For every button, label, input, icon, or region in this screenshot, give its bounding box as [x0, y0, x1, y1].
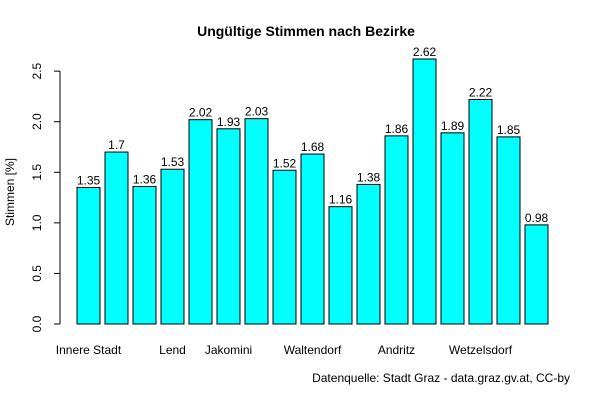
data-label: 2.02 [189, 106, 213, 120]
data-label: 1.53 [161, 155, 185, 169]
x-tick-label: Wetzelsdorf [449, 343, 513, 357]
y-tick-label: 2.5 [30, 62, 44, 79]
bar [216, 128, 241, 325]
data-label: 1.89 [441, 119, 465, 133]
bar [356, 183, 381, 325]
data-label: 1.68 [301, 140, 325, 154]
data-label: 2.03 [245, 105, 269, 119]
bar [440, 132, 465, 325]
bar [300, 153, 325, 325]
bar [76, 186, 101, 325]
y-tick-label: 0.0 [30, 315, 44, 332]
bar [132, 185, 157, 325]
y-tick-label: 2.0 [30, 113, 44, 130]
y-axis-label: Stimmen [%] [3, 158, 17, 226]
data-label: 1.35 [77, 173, 101, 187]
bar [328, 206, 353, 325]
source-note: Datenquelle: Stadt Graz - data.graz.gv.a… [312, 371, 570, 385]
bar [272, 169, 297, 325]
x-tick-label: Innere Stadt [56, 343, 122, 357]
data-label: 1.36 [133, 172, 157, 186]
data-label: 2.22 [469, 85, 493, 99]
bar [524, 224, 549, 325]
bars-group [76, 58, 549, 325]
bar [468, 98, 493, 325]
x-tick-label: Andritz [378, 343, 415, 357]
data-label: 1.52 [273, 156, 297, 170]
bar [496, 136, 521, 325]
data-label: 1.16 [329, 193, 353, 207]
data-label: 1.85 [497, 123, 521, 137]
data-label: 0.98 [525, 211, 549, 225]
data-label: 1.93 [217, 115, 241, 129]
y-axis: 0.0 0.5 1.0 1.5 2.0 2.5 [30, 62, 61, 332]
x-tick-labels-group: Innere Stadt Lend Jakomini Waltendorf Andrit… [56, 343, 513, 357]
x-tick-label: Jakomini [205, 343, 252, 357]
bar [160, 168, 185, 325]
y-tick-label: 0.5 [30, 265, 44, 282]
data-label: 1.86 [385, 122, 409, 136]
bar [384, 135, 409, 325]
bar [412, 58, 437, 325]
data-label: 1.38 [357, 170, 381, 184]
data-label: 2.62 [413, 45, 437, 59]
x-tick-label: Waltendorf [284, 343, 342, 357]
data-label: 1.7 [108, 138, 125, 152]
bar [244, 118, 269, 325]
x-tick-label: Lend [159, 343, 186, 357]
data-labels-group: 1.35 1.7 1.36 1.53 2.02 1.93 2.03 1.52 1.68 1.16 1… [77, 45, 549, 225]
bar [188, 119, 213, 325]
y-tick-label: 1.0 [30, 214, 44, 231]
chart-title: Ungültige Stimmen nach Bezirke [197, 23, 415, 39]
bar [104, 151, 129, 325]
y-tick-label: 1.5 [30, 164, 44, 181]
